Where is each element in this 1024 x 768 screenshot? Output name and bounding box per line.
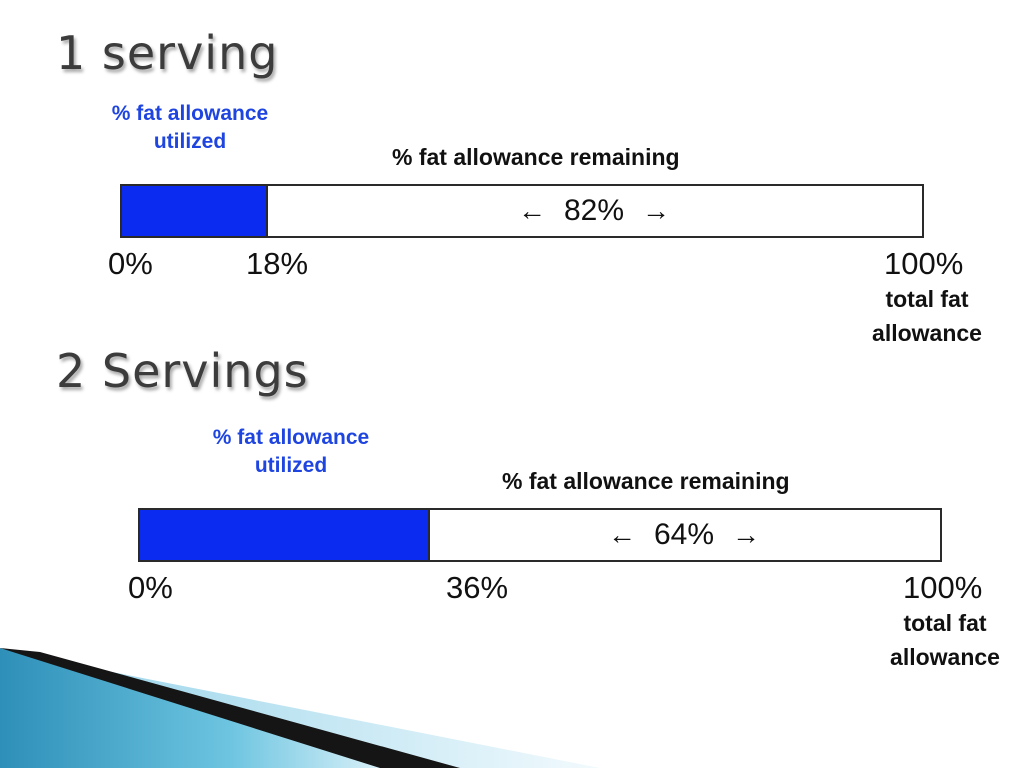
fat-allowance-bar-2: ← 64% → xyxy=(138,508,942,562)
utilized-fill-2 xyxy=(140,510,430,560)
left-arrow-icon: ← xyxy=(517,195,546,226)
remaining-label-2: % fat allowance remaining xyxy=(502,468,790,494)
total-label-2: total fat allowance xyxy=(890,610,1000,670)
tick-start-2: 0% xyxy=(128,570,173,605)
tick-utilized-2: 36% xyxy=(446,570,509,605)
corner-dark-stripe xyxy=(0,648,460,768)
left-arrow-icon: ← xyxy=(607,519,636,550)
remaining-value-1: 82% xyxy=(563,194,625,227)
utilized-label-1: % fat allowance utilized xyxy=(111,102,269,153)
tick-end-2: 100% xyxy=(903,570,983,605)
tick-utilized-1: 18% xyxy=(246,246,309,281)
remaining-value-2: 64% xyxy=(653,518,715,551)
section-heading-2: 2 Servings xyxy=(56,344,309,398)
tick-start-1: 0% xyxy=(108,246,153,281)
remaining-segment-1: ← 82% → xyxy=(266,186,922,236)
remaining-segment-2: ← 64% → xyxy=(428,510,940,560)
right-arrow-icon: → xyxy=(642,195,671,226)
section-heading-1: 1 serving xyxy=(56,26,279,80)
tick-end-1: 100% xyxy=(884,246,964,281)
fat-allowance-bar-1: ← 82% → xyxy=(120,184,924,238)
utilized-label-2: % fat allowance utilized xyxy=(212,426,370,477)
total-label-1: total fat allowance xyxy=(872,286,982,346)
remaining-label-1: % fat allowance remaining xyxy=(392,144,680,170)
right-arrow-icon: → xyxy=(732,519,761,550)
utilized-fill-1 xyxy=(122,186,268,236)
